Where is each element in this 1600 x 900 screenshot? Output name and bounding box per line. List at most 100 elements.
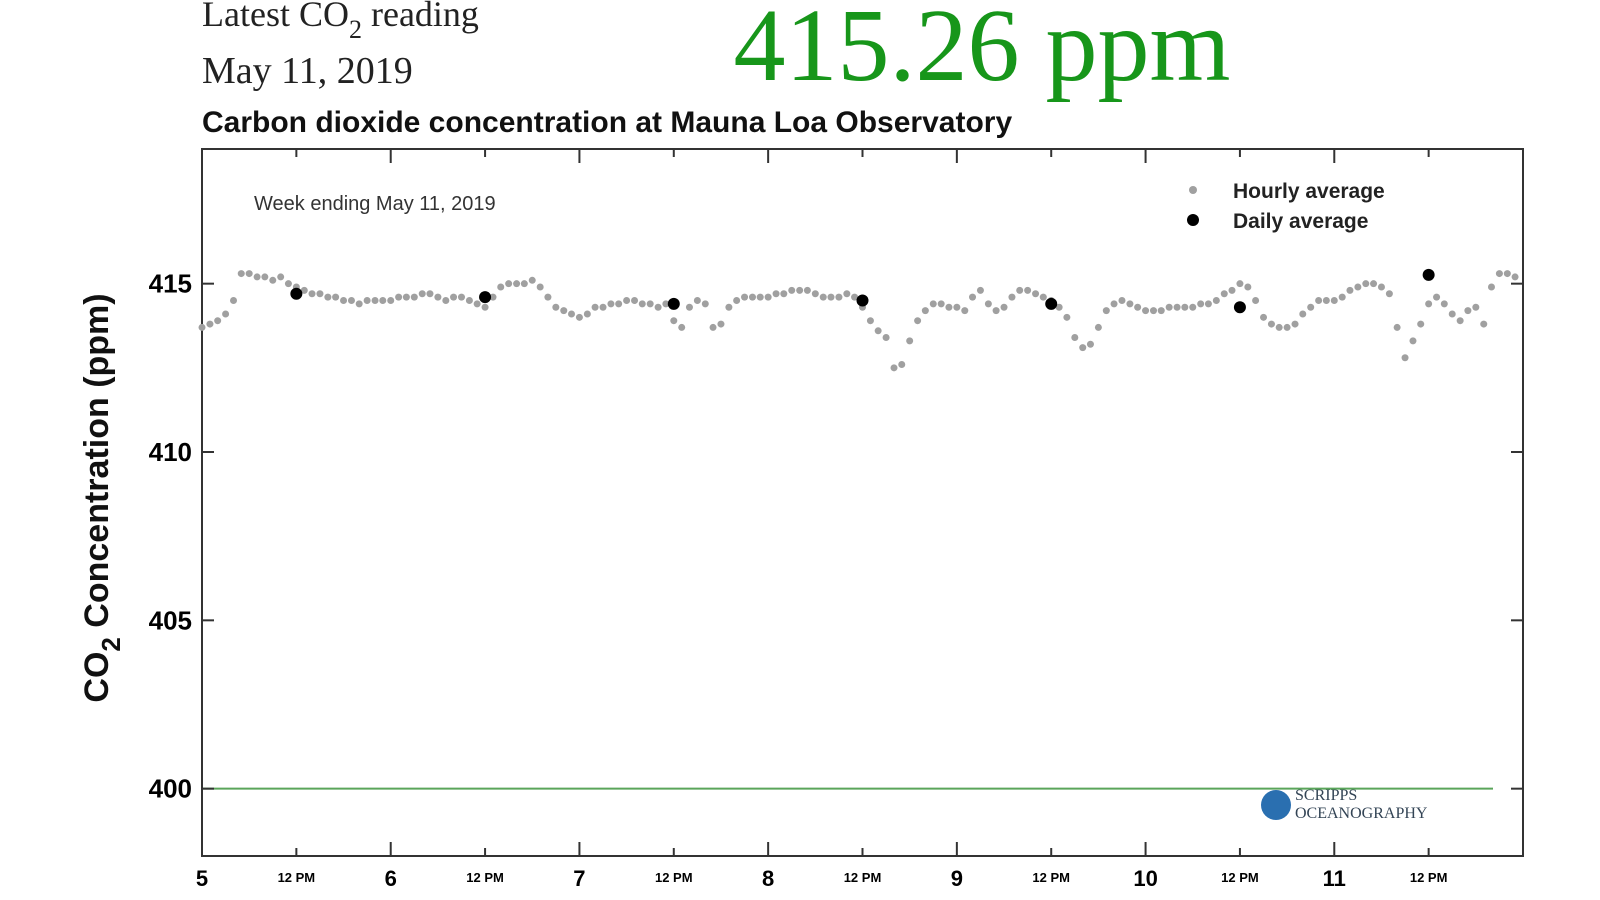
hourly-point xyxy=(1024,286,1032,294)
hourly-point xyxy=(764,293,772,301)
hourly-point xyxy=(481,303,489,311)
hourly-point xyxy=(261,273,269,281)
hourly-point xyxy=(638,300,646,308)
x-tick-label: 10 xyxy=(1133,866,1157,891)
x-tick-label: 12 PM xyxy=(1032,870,1070,885)
daily-point xyxy=(1422,268,1435,281)
hourly-point xyxy=(1008,293,1016,301)
legend-label: Hourly average xyxy=(1233,180,1385,203)
logo-text: OCEANOGRAPHY xyxy=(1295,805,1428,822)
hourly-point xyxy=(1134,303,1142,311)
hourly-point xyxy=(1086,340,1094,348)
hourly-point xyxy=(717,320,725,328)
hourly-point xyxy=(1315,297,1323,304)
daily-point xyxy=(1045,297,1058,310)
x-tick-label: 11 xyxy=(1323,866,1346,891)
hourly-point xyxy=(568,310,576,318)
hourly-point xyxy=(1016,286,1024,294)
hourly-point xyxy=(937,300,945,308)
hourly-point xyxy=(992,307,1000,315)
hourly-point xyxy=(1480,320,1488,328)
hourly-point xyxy=(1212,297,1220,304)
hourly-point xyxy=(442,297,450,304)
hourly-point xyxy=(1370,280,1378,288)
hourly-point xyxy=(505,280,513,288)
x-tick-label: 7 xyxy=(573,866,585,891)
hourly-point xyxy=(1244,283,1252,291)
hourly-point xyxy=(1079,344,1087,352)
hourly-point xyxy=(395,293,403,301)
daily-point xyxy=(667,297,680,310)
hourly-point xyxy=(1236,280,1244,288)
hourly-point xyxy=(1401,354,1409,362)
hourly-point xyxy=(1252,297,1260,304)
hourly-point xyxy=(473,300,481,308)
chart-title: Carbon dioxide concentration at Mauna Lo… xyxy=(202,106,1012,139)
hourly-point xyxy=(379,297,387,304)
hourly-point xyxy=(599,303,607,311)
hourly-point xyxy=(827,293,835,301)
legend-marker xyxy=(1187,214,1199,226)
hourly-point xyxy=(450,293,458,301)
hourly-point xyxy=(277,273,285,281)
hourly-point xyxy=(347,297,355,304)
hourly-point xyxy=(552,303,560,311)
hourly-point xyxy=(284,280,292,288)
hourly-point xyxy=(945,303,953,311)
hourly-point xyxy=(1055,303,1063,311)
hourly-point xyxy=(1330,297,1338,304)
hourly-point xyxy=(513,280,521,288)
hourly-point xyxy=(631,297,639,304)
hourly-point xyxy=(1260,313,1268,321)
hourly-point xyxy=(206,320,214,328)
hourly-point xyxy=(1094,323,1102,331)
hourly-point xyxy=(332,293,340,301)
hourly-point xyxy=(245,270,253,278)
hourly-point xyxy=(921,307,929,315)
hourly-point xyxy=(733,297,741,304)
hourly-point xyxy=(1291,320,1299,328)
hourly-point xyxy=(1393,323,1401,331)
hourly-point xyxy=(756,293,764,301)
hourly-point xyxy=(1000,303,1008,311)
latest-value: 415.26 ppm xyxy=(734,0,1231,103)
y-axis-label: CO2 Concentration (ppm) xyxy=(78,293,126,702)
hourly-point xyxy=(961,307,969,315)
hourly-point xyxy=(1142,307,1150,315)
hourly-point xyxy=(851,293,859,301)
x-tick-label: 12 PM xyxy=(655,870,693,885)
hourly-point xyxy=(355,300,363,308)
hourly-point xyxy=(929,300,937,308)
hourly-point xyxy=(1039,293,1047,301)
hourly-point xyxy=(371,297,379,304)
hourly-point xyxy=(1299,310,1307,318)
hourly-point xyxy=(984,300,992,308)
hourly-point xyxy=(1283,323,1291,331)
y-tick-label: 400 xyxy=(149,774,192,804)
hourly-point xyxy=(780,290,788,298)
hourly-point xyxy=(1165,303,1173,311)
hourly-point xyxy=(819,293,827,301)
hourly-point xyxy=(607,300,615,308)
hourly-point xyxy=(788,286,796,294)
hourly-point xyxy=(497,283,505,291)
hourly-point xyxy=(1346,286,1354,294)
hourly-point xyxy=(237,270,245,278)
hourly-point xyxy=(1126,300,1134,308)
hourly-point xyxy=(1385,290,1393,298)
hourly-point xyxy=(914,317,922,325)
hourly-point xyxy=(623,297,631,304)
hourly-point xyxy=(489,293,497,301)
hourly-point xyxy=(803,286,811,294)
x-tick-label: 9 xyxy=(951,866,963,891)
hourly-point xyxy=(969,293,977,301)
hourly-point xyxy=(835,293,843,301)
hourly-point xyxy=(1338,293,1346,301)
hourly-point xyxy=(654,303,662,311)
y-label-part: Concentration (ppm) xyxy=(78,293,116,637)
hourly-point xyxy=(1032,290,1040,298)
x-tick-label: 12 PM xyxy=(466,870,504,885)
daily-point xyxy=(1233,301,1246,314)
